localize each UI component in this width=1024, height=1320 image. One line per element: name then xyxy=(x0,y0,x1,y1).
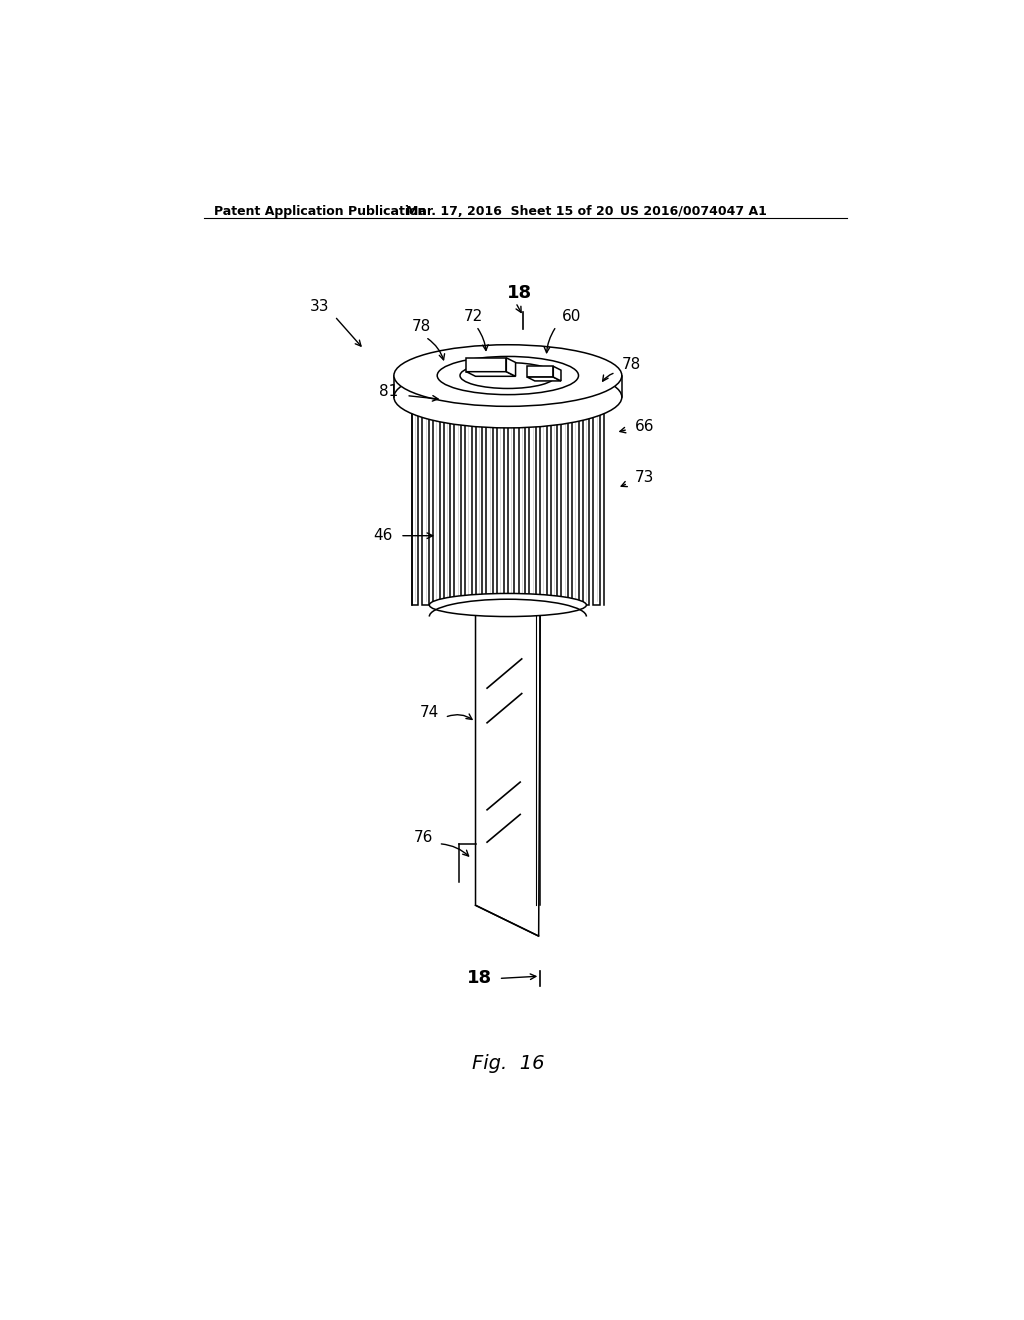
Text: 46: 46 xyxy=(373,528,392,544)
Text: 66: 66 xyxy=(635,418,654,434)
Polygon shape xyxy=(443,397,451,605)
Text: Patent Application Publication: Patent Application Publication xyxy=(214,205,426,218)
Text: 78: 78 xyxy=(412,318,431,334)
Ellipse shape xyxy=(460,363,556,388)
Ellipse shape xyxy=(394,367,622,428)
Polygon shape xyxy=(433,397,439,605)
Text: 60: 60 xyxy=(562,309,582,323)
Text: 33: 33 xyxy=(309,298,330,314)
Polygon shape xyxy=(553,367,561,381)
Polygon shape xyxy=(498,397,504,605)
Polygon shape xyxy=(506,358,515,376)
Polygon shape xyxy=(412,397,418,605)
Text: 74: 74 xyxy=(419,705,438,721)
Text: Mar. 17, 2016  Sheet 15 of 20: Mar. 17, 2016 Sheet 15 of 20 xyxy=(407,205,613,218)
Polygon shape xyxy=(508,397,514,605)
Polygon shape xyxy=(422,397,429,605)
Ellipse shape xyxy=(429,594,587,616)
Polygon shape xyxy=(527,367,553,378)
Polygon shape xyxy=(529,397,536,605)
Polygon shape xyxy=(594,397,600,605)
Polygon shape xyxy=(527,378,561,381)
Polygon shape xyxy=(476,397,482,605)
Text: 18: 18 xyxy=(467,969,493,987)
Text: Fig.  16: Fig. 16 xyxy=(472,1053,544,1073)
Polygon shape xyxy=(572,397,579,605)
Polygon shape xyxy=(561,397,568,605)
Polygon shape xyxy=(583,397,590,605)
Polygon shape xyxy=(465,397,472,605)
Ellipse shape xyxy=(394,345,622,407)
Text: 78: 78 xyxy=(622,358,641,372)
Polygon shape xyxy=(551,397,557,605)
Polygon shape xyxy=(486,397,494,605)
Polygon shape xyxy=(466,372,515,376)
Text: 81: 81 xyxy=(379,384,398,399)
Text: 72: 72 xyxy=(464,309,483,323)
Polygon shape xyxy=(518,397,525,605)
Ellipse shape xyxy=(437,356,579,395)
Polygon shape xyxy=(466,358,506,372)
Text: 73: 73 xyxy=(635,470,654,486)
Polygon shape xyxy=(429,397,587,605)
Text: 18: 18 xyxy=(507,284,532,302)
Text: US 2016/0074047 A1: US 2016/0074047 A1 xyxy=(620,205,766,218)
Polygon shape xyxy=(455,397,461,605)
Polygon shape xyxy=(540,397,547,605)
Polygon shape xyxy=(475,605,541,936)
Text: 76: 76 xyxy=(414,830,433,845)
